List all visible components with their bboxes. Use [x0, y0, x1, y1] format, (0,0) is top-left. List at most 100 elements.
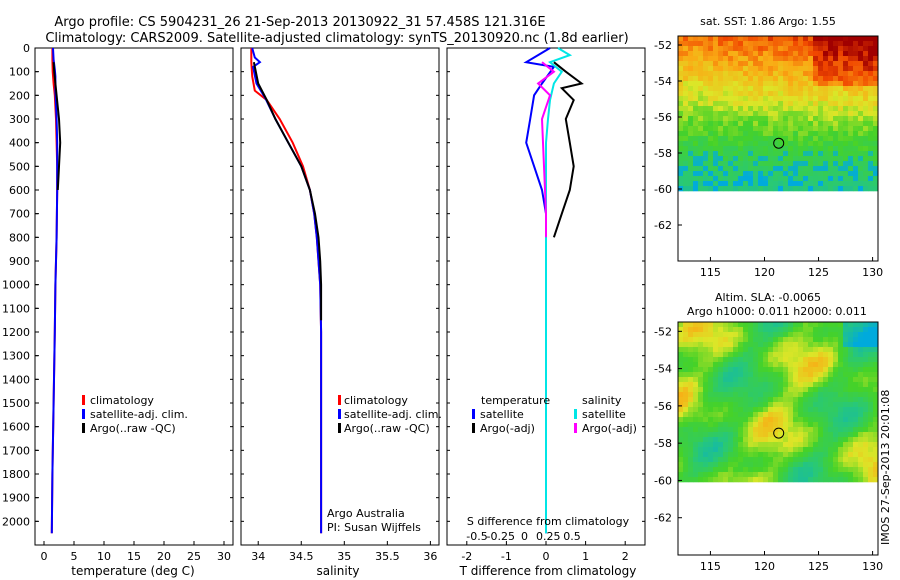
heatmap-cell	[833, 357, 839, 363]
heatmap-cell	[718, 41, 724, 47]
heatmap-cell	[748, 136, 754, 142]
heatmap-cell	[748, 116, 754, 122]
heatmap-cell	[718, 111, 724, 117]
heatmap-cell	[758, 392, 764, 398]
heatmap-cell	[868, 402, 874, 408]
heatmap-cell	[748, 352, 754, 358]
heatmap-cell	[693, 116, 699, 122]
heatmap-cell	[698, 166, 704, 172]
heatmap-cell	[778, 61, 784, 67]
heatmap-cell	[783, 101, 789, 107]
heatmap-cell	[698, 392, 704, 398]
heatmap-cell	[793, 166, 799, 172]
heatmap-cell	[693, 357, 699, 363]
heatmap-cell	[758, 347, 764, 353]
heatmap-cell	[708, 146, 714, 152]
heatmap-cell	[678, 121, 684, 127]
heatmap-cell	[738, 36, 744, 42]
x-tick-label: 20	[157, 550, 171, 563]
heatmap-cell	[748, 41, 754, 47]
heatmap-cell	[873, 156, 879, 162]
heatmap-cell	[788, 86, 794, 92]
heatmap-cell	[823, 432, 829, 438]
heatmap-cell	[788, 467, 794, 473]
heatmap-cell	[848, 427, 854, 433]
heatmap-cell	[873, 357, 879, 363]
heatmap-cell	[733, 402, 739, 408]
heatmap-cell	[753, 86, 759, 92]
heatmap-cell	[713, 412, 719, 418]
heatmap-cell	[698, 71, 704, 77]
heatmap-cell	[768, 452, 774, 458]
heatmap-cell	[788, 61, 794, 67]
heatmap-cell	[683, 427, 689, 433]
heatmap-cell	[743, 472, 749, 478]
x-top-tick-label: 0	[521, 530, 528, 543]
heatmap-cell	[813, 116, 819, 122]
heatmap-cell	[828, 146, 834, 152]
heatmap-cell	[708, 46, 714, 52]
heatmap-cell	[688, 96, 694, 102]
heatmap-cell	[823, 36, 829, 42]
heatmap-cell	[833, 56, 839, 62]
heatmap-cell	[843, 397, 849, 403]
legend-swatch-s-satellite	[574, 409, 577, 419]
heatmap-cell	[733, 437, 739, 443]
heatmap-cell	[763, 86, 769, 92]
depth-tick-label: 500	[9, 160, 30, 173]
heatmap-cell	[853, 372, 859, 378]
heatmap-cell	[733, 472, 739, 478]
heatmap-cell	[788, 372, 794, 378]
heatmap-cell	[868, 337, 874, 343]
heatmap-cell	[713, 106, 719, 112]
heatmap-cell	[698, 101, 704, 107]
heatmap-cell	[863, 81, 869, 87]
heatmap-cell	[728, 56, 734, 62]
heatmap-cell	[688, 437, 694, 443]
heatmap-cell	[713, 472, 719, 478]
heatmap-cell	[778, 66, 784, 72]
heatmap-cell	[763, 332, 769, 338]
heatmap-cell	[768, 412, 774, 418]
heatmap-cell	[728, 91, 734, 97]
heatmap-cell	[823, 176, 829, 182]
heatmap-cell	[788, 332, 794, 338]
heatmap-cell	[763, 362, 769, 368]
heatmap-cell	[683, 392, 689, 398]
heatmap-cell	[793, 101, 799, 107]
heatmap-cell	[873, 432, 879, 438]
heatmap-cell	[793, 91, 799, 97]
heatmap-cell	[713, 347, 719, 353]
heatmap-cell	[708, 437, 714, 443]
heatmap-cell	[833, 427, 839, 433]
lat-tick-label: -62	[654, 512, 672, 525]
lat-tick-label: -52	[654, 39, 672, 52]
heatmap-cell	[818, 382, 824, 388]
depth-tick-label: 1600	[2, 421, 30, 434]
heatmap-cell	[733, 136, 739, 142]
heatmap-cell	[678, 407, 684, 413]
heatmap-cell	[788, 342, 794, 348]
heatmap-cell	[728, 332, 734, 338]
heatmap-cell	[728, 387, 734, 393]
heatmap-cell	[858, 181, 864, 187]
heatmap-cell	[678, 176, 684, 182]
heatmap-cell	[703, 186, 709, 192]
heatmap-cell	[678, 462, 684, 468]
heatmap-cell	[863, 412, 869, 418]
heatmap-cell	[798, 106, 804, 112]
heatmap-cell	[698, 342, 704, 348]
heatmap-cell	[728, 176, 734, 182]
heatmap-cell	[838, 392, 844, 398]
heatmap-cell	[798, 357, 804, 363]
heatmap-cell	[763, 111, 769, 117]
heatmap-cell	[798, 337, 804, 343]
heatmap-cell	[768, 462, 774, 468]
heatmap-cell	[783, 106, 789, 112]
heatmap-cell	[708, 372, 714, 378]
heatmap-cell	[823, 442, 829, 448]
heatmap-cell	[798, 126, 804, 132]
heatmap-cell	[718, 86, 724, 92]
heatmap-cell	[723, 41, 729, 47]
heatmap-cell	[858, 377, 864, 383]
